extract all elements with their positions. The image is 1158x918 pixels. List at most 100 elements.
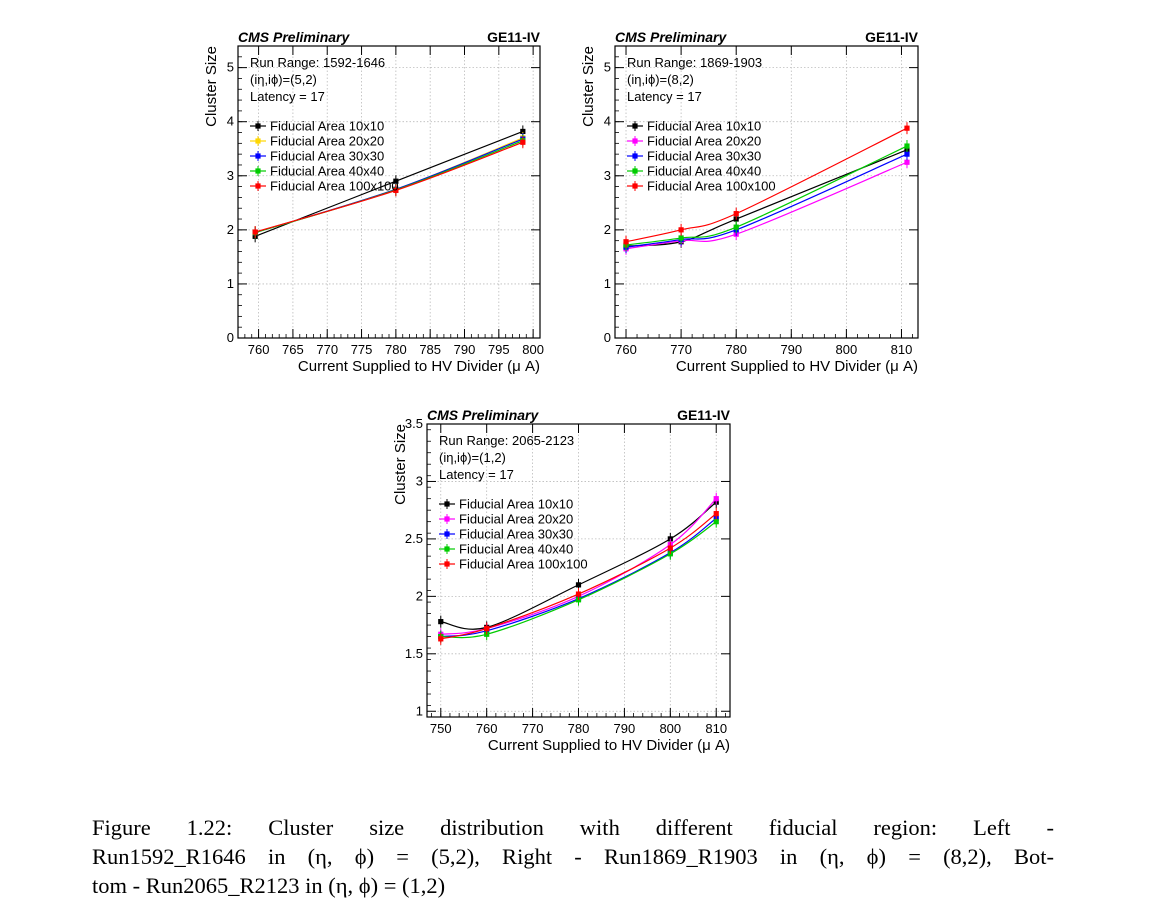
data-point <box>904 159 910 165</box>
data-point <box>904 151 910 157</box>
annotation-text: Run Range: 1869-1903 <box>627 55 762 70</box>
data-point <box>623 239 629 245</box>
legend-marker <box>255 168 261 174</box>
x-tick-label: 765 <box>282 342 304 357</box>
legend-label: Fiducial Area 100x100 <box>459 557 588 572</box>
caption-line-1: Figure 1.22: Cluster size distribution w… <box>92 815 1054 840</box>
detector-label: GE11-IV <box>865 29 919 45</box>
y-axis-label: Cluster Size <box>580 46 597 127</box>
x-tick-label: 780 <box>725 342 747 357</box>
data-point <box>575 591 582 597</box>
x-tick-label: 810 <box>705 721 727 736</box>
chart-panel-top-right: 760 770 780 790 800 810 0 1 2 3 4 5 Current Supplied… <box>580 29 919 375</box>
legend-label: Fiducial Area 10x10 <box>647 119 761 134</box>
x-tick-label: 800 <box>659 721 681 736</box>
legend-label: Fiducial Area 30x30 <box>270 149 384 164</box>
y-tick-label: 3 <box>416 473 423 488</box>
legend-label: Fiducial Area 40x40 <box>270 164 384 179</box>
y-tick-label: 5 <box>227 60 234 75</box>
data-point <box>733 224 739 230</box>
data-point <box>575 582 582 588</box>
legend-marker <box>632 183 638 189</box>
data-point <box>667 545 673 551</box>
x-axis-label: Current Supplied to HV Divider (μ A) <box>676 358 918 375</box>
y-tick-label: 3.5 <box>405 416 423 431</box>
x-tick-label: 775 <box>351 342 373 357</box>
legend-label: Fiducial Area 30x30 <box>459 527 573 542</box>
series-line <box>625 127 908 243</box>
chart-title: CMS Preliminary <box>615 29 727 45</box>
data-point <box>713 511 719 517</box>
legend-marker <box>632 123 638 129</box>
detector-label: GE11-IV <box>487 29 541 45</box>
plot-frame <box>614 45 919 339</box>
y-tick-label: 4 <box>227 114 234 129</box>
data-point <box>438 619 444 625</box>
annotation-text: Run Range: 2065-2123 <box>439 433 574 448</box>
data-point <box>733 211 739 217</box>
legend-marker <box>255 138 261 144</box>
legend-marker <box>444 561 450 567</box>
annotation-text: Run Range: 1592-1646 <box>250 55 385 70</box>
series-line <box>625 153 908 248</box>
caption-line-3: tom - Run2065_R2123 in (η, ϕ) = (1,2) <box>92 873 446 898</box>
data-point <box>438 636 444 642</box>
x-axis-label: Current Supplied to HV Divider (μ A) <box>298 358 540 375</box>
annotation-text: (iη,iϕ)=(1,2) <box>439 450 506 465</box>
y-tick-label: 3 <box>227 168 234 183</box>
x-tick-label: 810 <box>891 342 913 357</box>
legend-marker <box>632 138 638 144</box>
figure-caption: Figure 1.22: Cluster size distribution w… <box>92 813 1054 900</box>
legend-marker <box>255 183 261 189</box>
y-tick-label: 2 <box>604 222 611 237</box>
data-point <box>520 139 526 145</box>
y-tick-label: 4 <box>604 114 611 129</box>
data-point <box>484 625 490 632</box>
y-tick-label: 2.5 <box>405 531 423 546</box>
y-tick-label: 1.5 <box>405 646 423 661</box>
data-point <box>904 143 910 149</box>
data-point <box>904 125 910 131</box>
x-tick-label: 770 <box>316 342 338 357</box>
y-tick-label: 0 <box>227 330 234 345</box>
legend-label: Fiducial Area 30x30 <box>647 149 761 164</box>
chart-panel-top-left: 760 765 770 775 780 785 790 795 800 0 1 2 3 4 5 Current… <box>203 29 544 375</box>
annotation-text: (iη,iϕ)=(5,2) <box>250 72 317 87</box>
x-tick-label: 780 <box>385 342 407 357</box>
legend-marker <box>444 516 450 522</box>
y-axis-label: Cluster Size <box>392 424 409 505</box>
x-tick-label: 795 <box>488 342 510 357</box>
data-point <box>678 227 684 233</box>
annotation-text: (iη,iϕ)=(8,2) <box>627 72 694 87</box>
y-axis-label: Cluster Size <box>203 46 220 127</box>
x-tick-label: 790 <box>780 342 802 357</box>
x-tick-label: 760 <box>615 342 637 357</box>
legend-label: Fiducial Area 40x40 <box>459 542 573 557</box>
legend-marker <box>632 153 638 159</box>
x-tick-label: 760 <box>248 342 270 357</box>
y-tick-label: 1 <box>416 703 423 718</box>
series-line <box>625 161 908 250</box>
legend-label: Fiducial Area 20x20 <box>459 512 573 527</box>
data-point <box>393 178 399 184</box>
legend-marker <box>632 168 638 174</box>
y-tick-label: 2 <box>227 222 234 237</box>
y-tick-label: 3 <box>604 168 611 183</box>
x-tick-label: 800 <box>836 342 858 357</box>
x-tick-label: 800 <box>522 342 544 357</box>
legend-marker <box>444 501 450 507</box>
x-tick-label: 785 <box>419 342 441 357</box>
chart-title: CMS Preliminary <box>238 29 350 45</box>
x-tick-label: 760 <box>476 721 498 736</box>
x-tick-label: 780 <box>568 721 590 736</box>
legend-marker <box>444 546 450 552</box>
annotation-text: Latency = 17 <box>627 89 702 104</box>
y-tick-label: 1 <box>227 276 234 291</box>
data-point <box>713 496 719 502</box>
chart-title: CMS Preliminary <box>427 407 539 423</box>
annotation-text: Latency = 17 <box>439 467 514 482</box>
data-point <box>678 235 684 241</box>
x-tick-label: 750 <box>430 721 452 736</box>
chart-panel-bottom: 750 760 770 780 790 800 810 1 1.5 2 2.5 3 3.5 Current… <box>392 407 731 754</box>
